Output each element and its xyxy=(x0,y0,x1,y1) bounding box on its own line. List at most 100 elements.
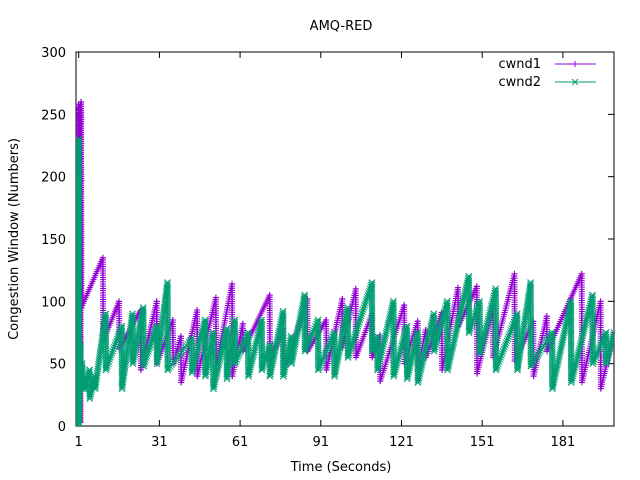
chart-title: AMQ-RED xyxy=(310,19,373,34)
data-point-cwnd2 xyxy=(383,327,390,335)
data-point-cwnd2 xyxy=(363,295,370,303)
x-tick-label: 91 xyxy=(313,435,330,450)
data-point-cwnd2 xyxy=(305,339,312,347)
data-point-cwnd2 xyxy=(143,352,151,360)
data-point-cwnd2 xyxy=(318,358,326,365)
data-point-cwnd2 xyxy=(352,329,360,336)
data-point-cwnd2 xyxy=(190,362,197,370)
y-tick-label: 50 xyxy=(49,358,66,373)
data-point-cwnd2 xyxy=(308,331,316,338)
data-point-cwnd2 xyxy=(315,364,323,372)
data-point-cwnd2 xyxy=(319,356,327,363)
data-point-cwnd2 xyxy=(347,343,355,351)
data-point-cwnd2 xyxy=(347,345,354,353)
data-point-cwnd2 xyxy=(140,362,147,370)
y-axis-label: Congestion Window (Numbers) xyxy=(7,138,22,340)
data-point-cwnd2 xyxy=(390,370,398,378)
data-point-cwnd2 xyxy=(110,343,118,351)
data-point-cwnd2 xyxy=(344,354,352,361)
data-point-cwnd2 xyxy=(362,297,370,305)
y-tick-label: 150 xyxy=(41,233,66,248)
series-cwnd1 xyxy=(76,98,614,426)
data-point-cwnd2 xyxy=(322,349,329,357)
data-point-cwnd2 xyxy=(147,339,155,347)
data-point-cwnd2 xyxy=(350,335,358,343)
data-point-cwnd2 xyxy=(192,352,200,359)
data-point-cwnd2 xyxy=(397,346,404,354)
x-tick-label: 31 xyxy=(151,435,168,450)
data-point-cwnd2 xyxy=(353,327,360,334)
data-point-cwnd2 xyxy=(359,308,366,316)
data-point-cwnd2 xyxy=(233,356,241,363)
data-point-cwnd2 xyxy=(258,366,266,374)
data-point-cwnd2 xyxy=(394,357,402,365)
data-point-cwnd2 xyxy=(232,358,240,365)
data-point-cwnd2 xyxy=(349,337,357,345)
x-tick-label: 61 xyxy=(232,435,249,450)
data-point-cwnd2 xyxy=(355,320,362,328)
data-point-cwnd2 xyxy=(146,343,154,351)
data-point-cwnd2 xyxy=(354,322,362,330)
data-point-cwnd2 xyxy=(315,366,322,374)
data-point-cwnd2 xyxy=(237,345,245,353)
data-point-cwnd2 xyxy=(395,353,403,360)
data-point-cwnd2 xyxy=(103,364,110,372)
data-point-cwnd2 xyxy=(302,345,310,353)
data-point-cwnd2 xyxy=(105,358,113,365)
data-point-cwnd2 xyxy=(392,366,399,373)
data-point-cwnd2 xyxy=(317,360,325,368)
data-point-cwnd2 xyxy=(398,342,406,350)
data-point-cwnd2 xyxy=(104,360,112,368)
data-point-cwnd2 xyxy=(393,361,400,369)
data-point-cwnd2 xyxy=(142,356,149,364)
x-tick-label: 1 xyxy=(75,435,83,450)
data-point-cwnd2 xyxy=(261,358,268,365)
data-point-cwnd2 xyxy=(193,348,201,355)
x-axis-label: Time (Seconds) xyxy=(290,460,392,475)
data-point-cwnd2 xyxy=(196,337,204,345)
data-point-cwnd2 xyxy=(236,349,243,357)
data-point-cwnd2 xyxy=(359,306,367,313)
data-point-cwnd2 xyxy=(345,352,352,359)
data-point-cwnd2 xyxy=(192,354,199,362)
data-point-cwnd2 xyxy=(325,341,333,349)
data-point-cwnd2 xyxy=(231,360,239,368)
data-point-cwnd2 xyxy=(306,335,314,343)
data-point-cwnd2 xyxy=(109,347,117,355)
data-point-cwnd2 xyxy=(322,347,330,355)
data-point-cwnd2 xyxy=(396,348,404,356)
data-point-cwnd2 xyxy=(356,316,364,324)
data-point-cwnd2 xyxy=(188,369,196,376)
series-cwnd2 xyxy=(76,135,614,426)
data-point-cwnd2 xyxy=(348,341,356,349)
data-point-cwnd2 xyxy=(361,302,368,309)
data-point-cwnd2 xyxy=(351,333,358,341)
data-point-cwnd2 xyxy=(112,339,120,347)
data-point-cwnd2 xyxy=(191,358,198,366)
y-tick-label: 0 xyxy=(58,420,66,435)
data-point-cwnd2 xyxy=(113,337,120,345)
data-point-cwnd2 xyxy=(111,341,119,349)
data-point-cwnd2 xyxy=(194,343,202,351)
y-tick-label: 300 xyxy=(41,46,66,61)
data-point-cwnd2 xyxy=(360,304,368,311)
data-point-cwnd2 xyxy=(397,344,405,352)
data-point-cwnd2 xyxy=(141,358,149,366)
data-point-cwnd2 xyxy=(140,360,148,368)
data-point-cwnd2 xyxy=(145,346,153,353)
data-point-cwnd2 xyxy=(110,345,117,353)
data-point-cwnd2 xyxy=(108,349,116,357)
data-point-cwnd2 xyxy=(104,362,111,370)
data-point-cwnd2 xyxy=(307,333,315,341)
data-point-cwnd2 xyxy=(190,360,198,368)
data-point-cwnd2 xyxy=(321,352,328,359)
data-point-cwnd2 xyxy=(351,331,359,338)
x-tick-label: 151 xyxy=(470,435,495,450)
data-point-cwnd2 xyxy=(195,339,203,347)
data-point-cwnd2 xyxy=(393,359,401,367)
x-tick-label: 121 xyxy=(389,435,414,450)
data-point-cwnd2 xyxy=(361,300,369,307)
data-point-cwnd2 xyxy=(234,354,241,361)
